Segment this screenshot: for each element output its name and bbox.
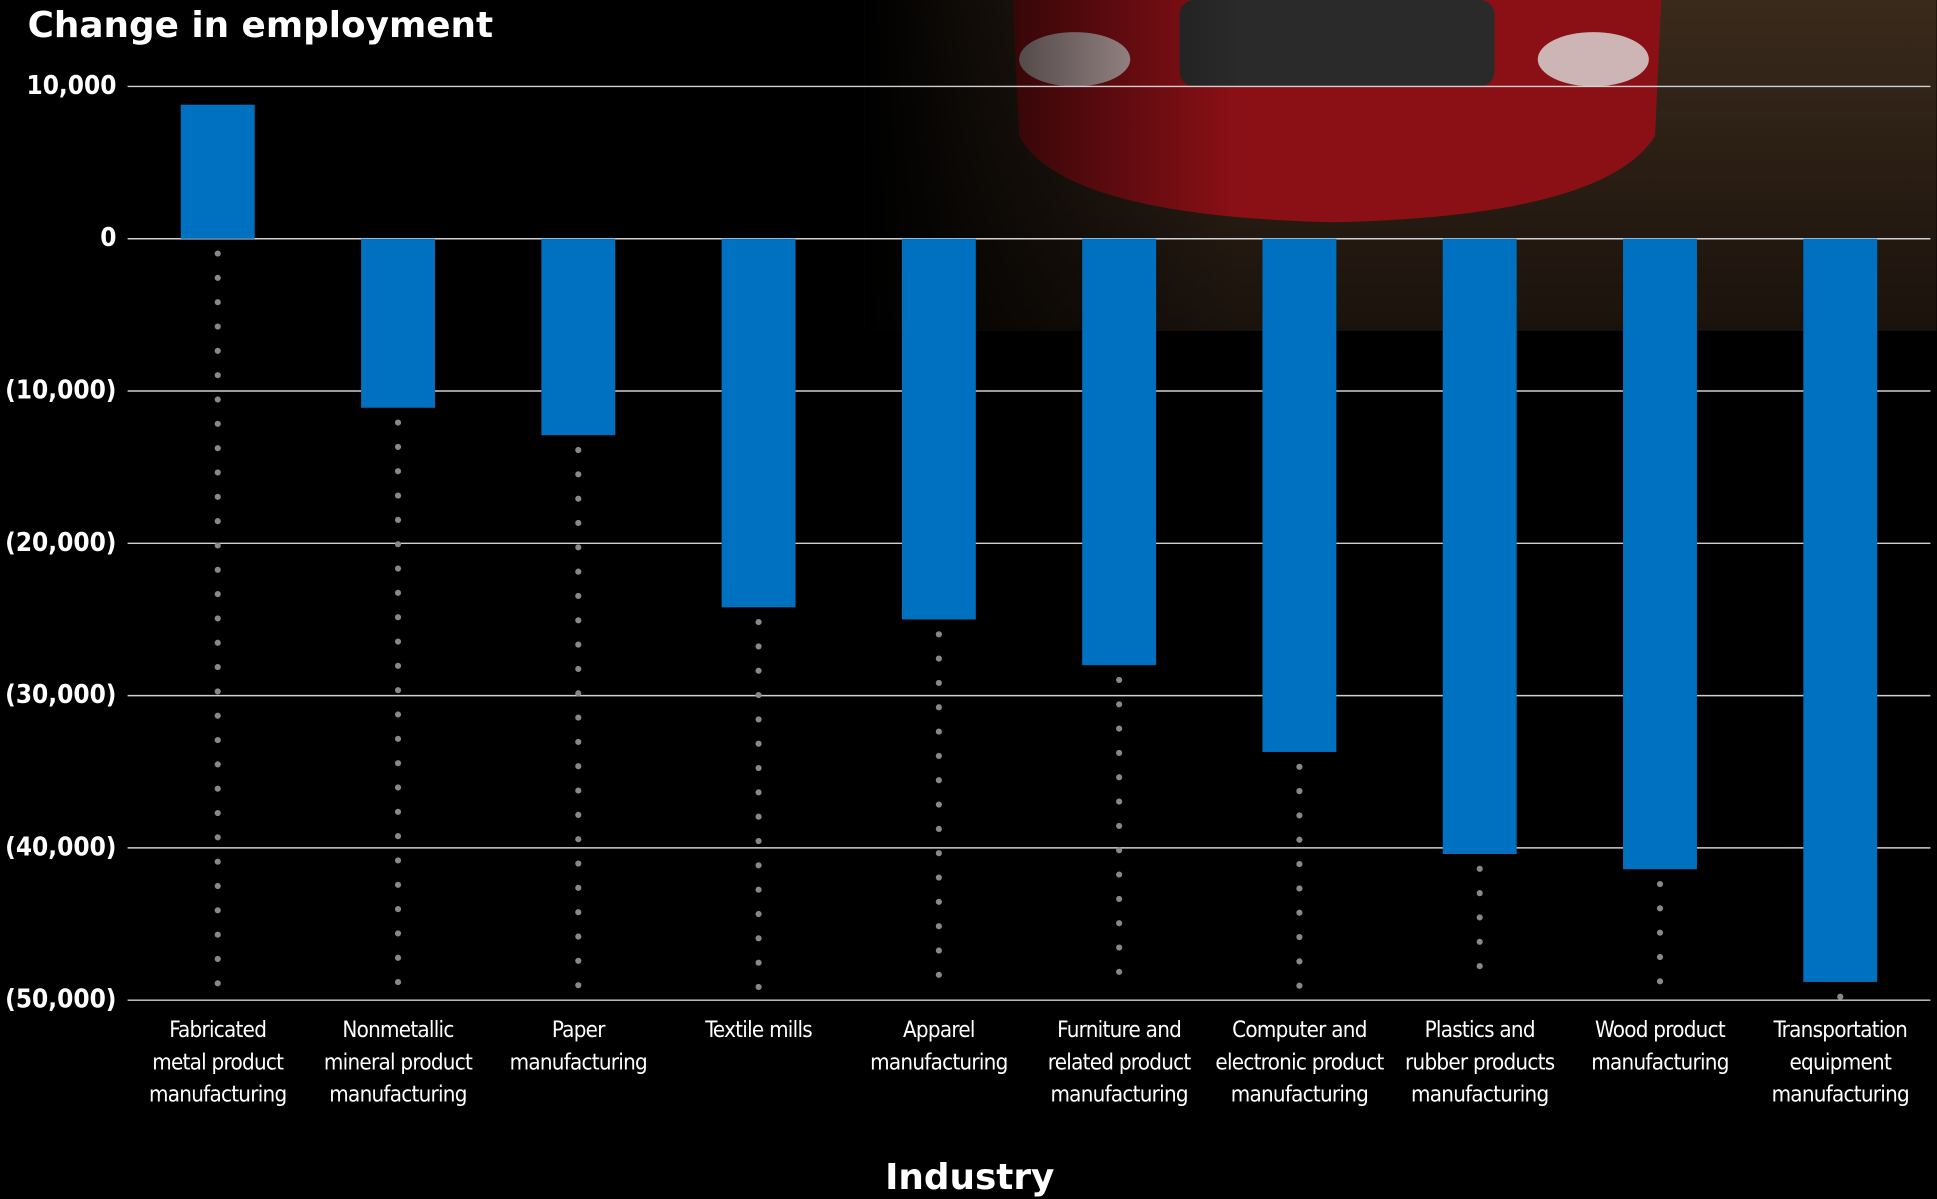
x-tick-label-box: Fabricated metal product manufacturing bbox=[149, 1017, 287, 1108]
bar bbox=[541, 238, 616, 436]
y-tick-label: (30,000) bbox=[5, 680, 116, 710]
y-tick-label: (40,000) bbox=[5, 832, 116, 862]
bar bbox=[1082, 238, 1157, 666]
x-tick-label: Paper manufacturing bbox=[509, 1017, 648, 1076]
x-tick-label: Computer and electronic product manufact… bbox=[1215, 1017, 1384, 1108]
bar bbox=[901, 238, 976, 620]
y-tick-label: (20,000) bbox=[5, 528, 116, 558]
axis-title: Change in employment bbox=[28, 5, 494, 46]
bar bbox=[180, 104, 255, 239]
x-tick-label-box: Transportation equipment manufacturing bbox=[1771, 1017, 1910, 1108]
x-tick-label: Plastics and rubber products manufacturi… bbox=[1405, 1017, 1555, 1108]
y-tick-label: (50,000) bbox=[5, 985, 116, 1015]
x-tick-label: Wood product manufacturing bbox=[1591, 1017, 1729, 1076]
x-tick-label: Nonmetallic mineral product manufacturin… bbox=[323, 1017, 473, 1108]
x-tick-label: Fabricated metal product manufacturing bbox=[149, 1017, 287, 1108]
x-tick-label-box: Nonmetallic mineral product manufacturin… bbox=[323, 1017, 473, 1108]
bar bbox=[1262, 238, 1337, 752]
y-tick-label: 10,000 bbox=[26, 71, 116, 101]
x-tick-label-box: Paper manufacturing bbox=[509, 1017, 648, 1076]
x-tick-label: Apparel manufacturing bbox=[870, 1017, 1008, 1076]
bar bbox=[721, 238, 796, 608]
x-tick-label: Textile mills bbox=[705, 1017, 812, 1044]
background-photo bbox=[864, 0, 1937, 331]
bar bbox=[1803, 238, 1878, 982]
x-axis-title: Industry bbox=[885, 1157, 1054, 1198]
x-tick-label-box: Wood product manufacturing bbox=[1591, 1017, 1729, 1076]
x-tick-label-box: Apparel manufacturing bbox=[870, 1017, 1008, 1076]
x-tick-label: Transportation equipment manufacturing bbox=[1771, 1017, 1910, 1108]
x-tick-label-box: Computer and electronic product manufact… bbox=[1215, 1017, 1384, 1108]
x-tick-label-box: Plastics and rubber products manufacturi… bbox=[1405, 1017, 1555, 1108]
bar bbox=[1442, 238, 1517, 854]
bar bbox=[1623, 238, 1697, 870]
y-tick-label: (10,000) bbox=[5, 376, 116, 406]
bar bbox=[361, 238, 435, 408]
x-tick-label: Furniture and related product manufactur… bbox=[1047, 1017, 1192, 1108]
x-tick-label-box: Furniture and related product manufactur… bbox=[1047, 1017, 1192, 1108]
x-tick-label-box: Textile mills bbox=[705, 1017, 812, 1044]
y-tick-label: 0 bbox=[100, 223, 116, 253]
